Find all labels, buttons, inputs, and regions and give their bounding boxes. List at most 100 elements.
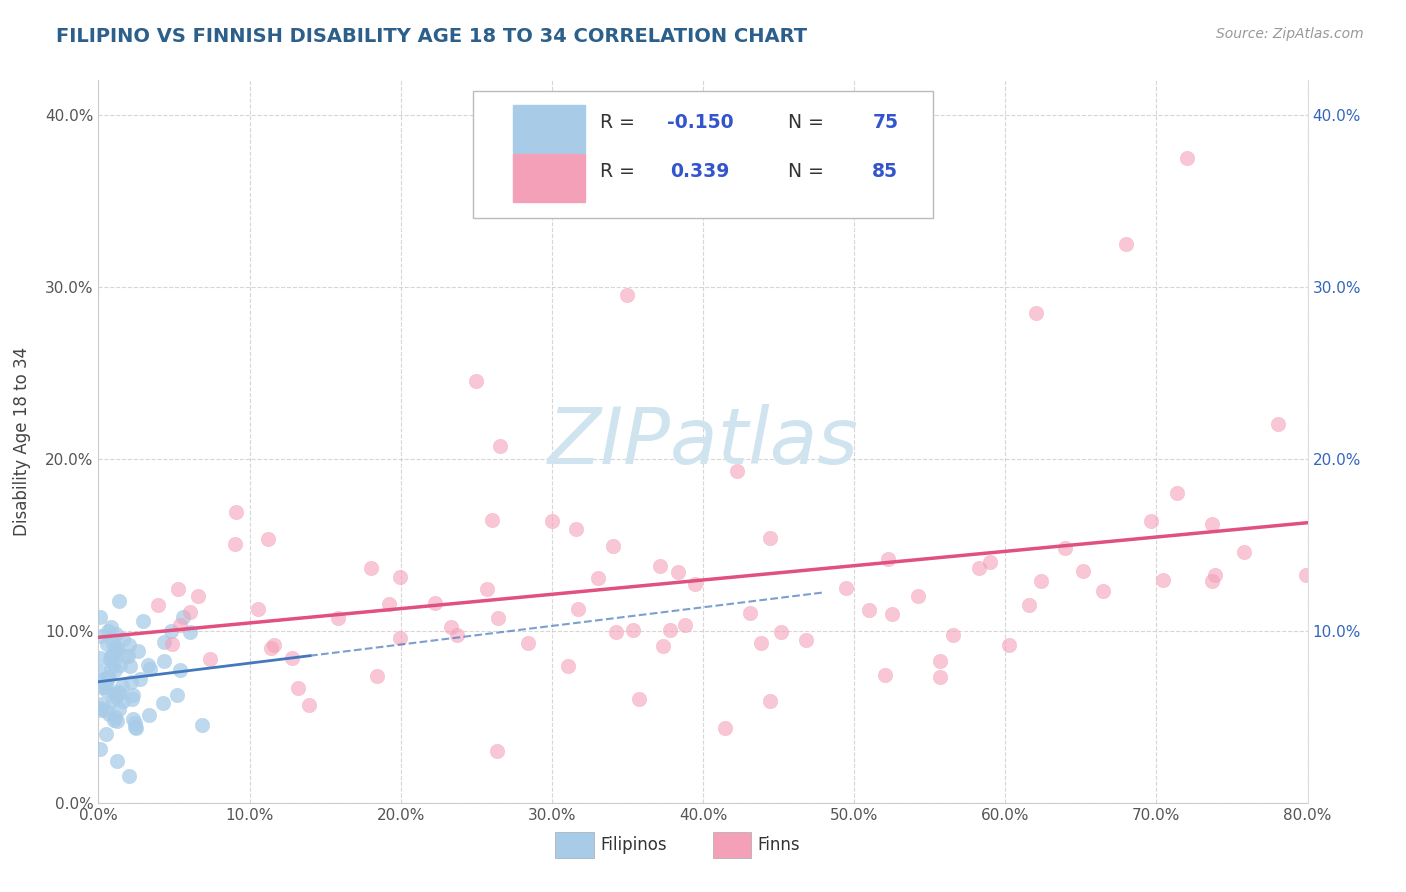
Point — [146, 599, 169, 613]
Point — [110, 679, 132, 693]
Text: N =: N = — [776, 162, 830, 181]
Point — [94, 676, 117, 690]
Point — [179, 605, 201, 619]
Point — [117, 638, 139, 652]
Point — [120, 675, 142, 690]
Point — [138, 707, 160, 722]
Point — [942, 628, 965, 642]
Point — [423, 596, 446, 610]
Point — [758, 532, 780, 546]
Point — [567, 602, 589, 616]
Point — [1071, 564, 1094, 578]
Point — [104, 710, 127, 724]
FancyBboxPatch shape — [555, 831, 595, 858]
Point — [605, 624, 627, 639]
Point — [104, 643, 127, 657]
Point — [683, 577, 706, 591]
Point — [1267, 417, 1289, 432]
FancyBboxPatch shape — [513, 154, 585, 202]
Point — [122, 688, 145, 702]
Point — [1201, 516, 1223, 531]
Point — [1140, 514, 1163, 528]
Point — [89, 651, 111, 665]
Point — [104, 627, 127, 641]
Point — [94, 727, 117, 741]
Point — [108, 684, 131, 698]
Point — [225, 505, 247, 519]
Point — [929, 654, 952, 668]
Point — [1204, 568, 1226, 582]
Point — [166, 582, 188, 596]
Point — [873, 668, 896, 682]
Point — [105, 690, 128, 704]
Point — [749, 636, 772, 650]
Point — [378, 597, 401, 611]
Text: 85: 85 — [872, 162, 898, 181]
Point — [658, 623, 681, 637]
Point — [1166, 486, 1188, 500]
Point — [97, 670, 120, 684]
Point — [1024, 305, 1046, 319]
FancyBboxPatch shape — [474, 91, 932, 218]
Text: Filipinos: Filipinos — [600, 836, 666, 854]
Point — [89, 665, 111, 679]
Point — [191, 718, 214, 732]
Point — [928, 670, 950, 684]
Point — [287, 681, 309, 695]
Point — [98, 653, 121, 667]
Point — [103, 646, 125, 660]
Point — [100, 649, 122, 664]
Point — [187, 590, 209, 604]
FancyBboxPatch shape — [713, 831, 751, 858]
Point — [105, 641, 128, 656]
Point — [586, 571, 609, 585]
Point — [91, 681, 114, 695]
Point — [103, 713, 125, 727]
Point — [616, 288, 638, 302]
Point — [880, 607, 903, 622]
Point — [127, 644, 149, 658]
Point — [257, 533, 280, 547]
Point — [124, 721, 146, 735]
Point — [117, 649, 139, 664]
Point — [389, 631, 412, 645]
Text: N =: N = — [776, 113, 830, 132]
Point — [1029, 574, 1052, 588]
Point — [172, 609, 194, 624]
Point — [440, 620, 463, 634]
Point — [94, 682, 117, 697]
Point — [107, 686, 129, 700]
Point — [224, 537, 246, 551]
Point — [477, 582, 499, 596]
Point — [627, 692, 650, 706]
Point — [281, 651, 304, 665]
Point — [388, 570, 411, 584]
Point — [118, 659, 141, 673]
Point — [651, 640, 673, 654]
Point — [89, 610, 111, 624]
Point — [100, 650, 122, 665]
Point — [101, 656, 124, 670]
Point — [565, 522, 588, 536]
Point — [907, 589, 929, 603]
Point — [446, 628, 468, 642]
Point — [668, 565, 690, 579]
Text: ZIPatlas: ZIPatlas — [547, 403, 859, 480]
Point — [139, 662, 162, 676]
Point — [152, 634, 174, 648]
Point — [794, 632, 817, 647]
Point — [557, 658, 579, 673]
Point — [89, 742, 111, 756]
Point — [104, 687, 127, 701]
Text: -0.150: -0.150 — [666, 113, 734, 132]
Point — [1295, 568, 1317, 582]
Point — [465, 375, 488, 389]
Point — [360, 561, 382, 575]
Point — [297, 698, 319, 712]
Point — [967, 561, 990, 575]
Point — [169, 617, 191, 632]
Point — [328, 611, 350, 625]
Point — [738, 606, 761, 620]
Text: Source: ZipAtlas.com: Source: ZipAtlas.com — [1216, 27, 1364, 41]
Point — [835, 581, 858, 595]
